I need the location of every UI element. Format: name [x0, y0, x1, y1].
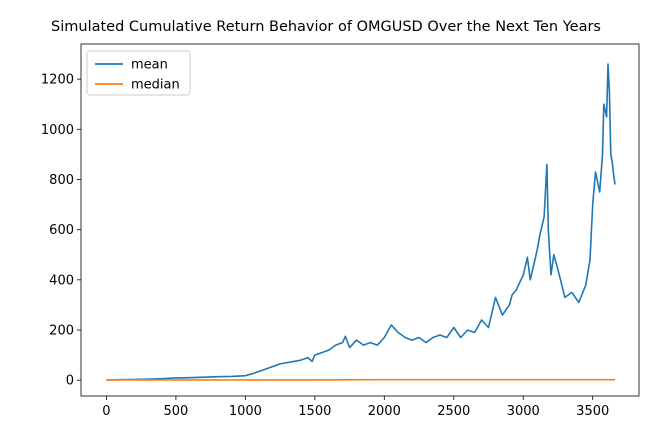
y-tick-label: 1000 [41, 123, 74, 138]
y-tick-label: 800 [49, 173, 74, 188]
y-tick-label: 400 [49, 273, 74, 288]
y-tick-label: 0 [66, 374, 74, 389]
x-tick-label: 500 [163, 404, 188, 419]
y-tick-label: 600 [49, 223, 74, 238]
chart-title: Simulated Cumulative Return Behavior of … [51, 19, 601, 35]
x-tick-label: 1000 [229, 404, 262, 419]
series-layer [106, 63, 616, 381]
x-tick-label: 1500 [298, 404, 331, 419]
legend-label-mean: mean [131, 58, 168, 73]
legend-label-median: median [131, 78, 180, 93]
axes-background [81, 44, 639, 396]
plot-area [81, 44, 639, 396]
y-tick-label: 200 [49, 324, 74, 339]
axes-frame [80, 43, 640, 397]
x-tick-label: 2500 [437, 404, 470, 419]
y-tick-label: 1200 [41, 73, 74, 88]
series-line-mean [106, 63, 616, 381]
x-tick-label: 3000 [507, 404, 540, 419]
x-tick-label: 0 [102, 404, 110, 419]
x-tick-label: 3500 [576, 404, 609, 419]
x-axis: 0 500 1000 1500 2000 2500 3000 3500 [102, 396, 609, 419]
y-axis: 0 200 400 600 800 1000 1200 [41, 73, 81, 389]
legend: mean median [86, 50, 191, 96]
x-tick-label: 2000 [368, 404, 401, 419]
